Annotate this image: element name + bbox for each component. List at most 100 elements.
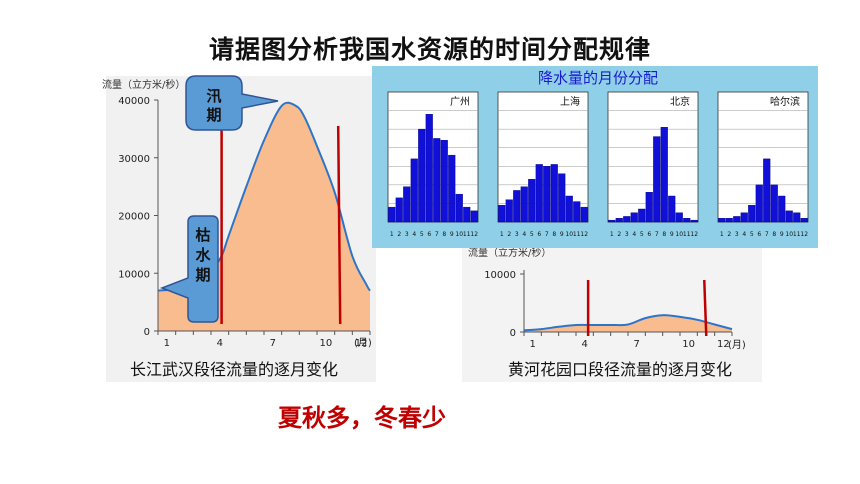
precip-bar bbox=[470, 210, 478, 223]
precip-month-label: 4 bbox=[522, 231, 526, 238]
yangtze-x-unit: (月) bbox=[354, 337, 372, 349]
x-tick-label: 12 bbox=[355, 338, 368, 349]
yangtze-ylabel: 流量（立方米/秒） bbox=[102, 78, 185, 91]
precip-bar bbox=[778, 195, 786, 223]
precipitation-title: 降水量的月份分配 bbox=[538, 69, 658, 87]
precip-bar bbox=[690, 219, 698, 223]
yellow-ylabel: 流量（立方米/秒） bbox=[468, 246, 551, 259]
precip-bar bbox=[770, 184, 778, 223]
yellow-river-caption: 黄河花园口段径流量的逐月变化 bbox=[508, 360, 733, 379]
precip-month-label: 1 bbox=[610, 231, 614, 238]
y-tick-label: 0 bbox=[144, 327, 150, 338]
precip-bar bbox=[653, 136, 661, 223]
precip-month-label: 8 bbox=[662, 231, 666, 238]
precip-month-label: 3 bbox=[405, 231, 409, 238]
precip-plot-area bbox=[607, 91, 699, 223]
precip-month-label: 4 bbox=[632, 231, 636, 238]
yellow-river-runoff-chart: 流量（立方米/秒） 0 10000 1 4 7 10 12 (月) bbox=[468, 246, 746, 351]
yangtze-x-ticks: 1 4 7 10 12 bbox=[157, 331, 371, 349]
precip-month-label: 6 bbox=[427, 231, 431, 238]
precip-bar bbox=[520, 186, 528, 223]
flood-season-label: 汛期 bbox=[206, 87, 221, 124]
y-tick-label: 10000 bbox=[484, 270, 516, 281]
precip-month-label: 8 bbox=[442, 231, 446, 238]
yellow-line bbox=[523, 314, 733, 332]
precip-bar bbox=[573, 201, 581, 223]
precip-month-label: 9 bbox=[560, 231, 564, 238]
precip-bar bbox=[718, 218, 726, 223]
precip-month-label: 3 bbox=[515, 231, 519, 238]
precip-bar bbox=[608, 219, 616, 223]
precip-month-label: 9 bbox=[780, 231, 784, 238]
precip-month-label: 4 bbox=[742, 231, 746, 238]
precip-bar bbox=[785, 210, 793, 223]
precip-month-label: 5 bbox=[750, 231, 754, 238]
dry-season-label: 枯水期 bbox=[195, 226, 211, 284]
precip-panel-1: 上海1 2 3 4 5 6 7 8 9 10 11 12 bbox=[497, 91, 589, 238]
precip-bar bbox=[580, 206, 588, 223]
precip-month-label: 8 bbox=[772, 231, 776, 238]
x-tick-label: 12 bbox=[717, 339, 730, 350]
precip-month-label: 7 bbox=[545, 231, 549, 238]
flood-callout-shape bbox=[185, 75, 279, 131]
precip-month-label: 12 bbox=[580, 231, 588, 238]
precip-bar bbox=[528, 179, 536, 223]
x-tick-label: 4 bbox=[217, 338, 223, 349]
precip-bar bbox=[550, 164, 558, 223]
x-tick-label: 1 bbox=[529, 339, 535, 350]
precip-bar bbox=[455, 193, 463, 223]
x-tick-label: 7 bbox=[270, 338, 276, 349]
precip-bar bbox=[388, 206, 396, 223]
precip-bar bbox=[683, 218, 691, 223]
y-tick-label: 10000 bbox=[118, 269, 150, 280]
precip-month-label: 9 bbox=[450, 231, 454, 238]
precip-month-label: 6 bbox=[647, 231, 651, 238]
precip-month-label: 7 bbox=[655, 231, 659, 238]
period-marker-line bbox=[336, 125, 342, 325]
precip-bar bbox=[513, 190, 521, 223]
precip-month-label: 2 bbox=[617, 231, 621, 238]
y-tick-label: 20000 bbox=[118, 212, 150, 223]
precip-plot-area bbox=[717, 91, 809, 223]
precip-bar bbox=[748, 205, 756, 223]
precip-month-label: 2 bbox=[507, 231, 511, 238]
precip-month-label: 12 bbox=[470, 231, 478, 238]
precip-plot-area bbox=[387, 91, 479, 223]
precip-panel-0: 广州1 2 3 4 5 6 7 8 9 10 11 12 bbox=[387, 91, 479, 238]
precip-bar bbox=[645, 192, 653, 223]
x-tick-label: 10 bbox=[682, 339, 695, 350]
precip-bar bbox=[660, 127, 668, 223]
precip-bar bbox=[425, 114, 433, 223]
dry-season-callout: 枯水期 bbox=[159, 215, 219, 323]
precip-panel-2: 北京1 2 3 4 5 6 7 8 9 10 11 12 bbox=[607, 91, 699, 238]
precip-city-label: 广州 bbox=[450, 96, 470, 108]
precip-bar bbox=[623, 216, 631, 223]
y-tick-label: 0 bbox=[510, 328, 516, 339]
precip-bar bbox=[440, 140, 448, 223]
precip-month-label: 3 bbox=[625, 231, 629, 238]
precip-city-label: 上海 bbox=[560, 95, 580, 108]
precip-month-label: 11 bbox=[683, 231, 691, 238]
page-title: 请据图分析我国水资源的时间分配规律 bbox=[208, 35, 651, 64]
precip-month-label: 7 bbox=[435, 231, 439, 238]
precip-month-label: 12 bbox=[690, 231, 698, 238]
yellow-x-unit: (月) bbox=[728, 339, 746, 351]
precip-bar bbox=[543, 166, 551, 223]
precip-month-label: 2 bbox=[397, 231, 401, 238]
precip-month-label: 5 bbox=[530, 231, 534, 238]
precip-month-label: 11 bbox=[463, 231, 471, 238]
precip-bar bbox=[433, 138, 441, 223]
precip-bar bbox=[463, 206, 471, 223]
precip-bar bbox=[733, 216, 741, 223]
precip-bar bbox=[410, 158, 418, 223]
precip-month-label: 5 bbox=[640, 231, 644, 238]
precip-bar bbox=[615, 218, 623, 223]
precip-month-label: 10 bbox=[565, 231, 573, 238]
precip-bar bbox=[558, 173, 566, 223]
precip-month-label: 6 bbox=[757, 231, 761, 238]
y-tick-label: 40000 bbox=[118, 96, 150, 107]
x-tick-label: 7 bbox=[633, 339, 639, 350]
